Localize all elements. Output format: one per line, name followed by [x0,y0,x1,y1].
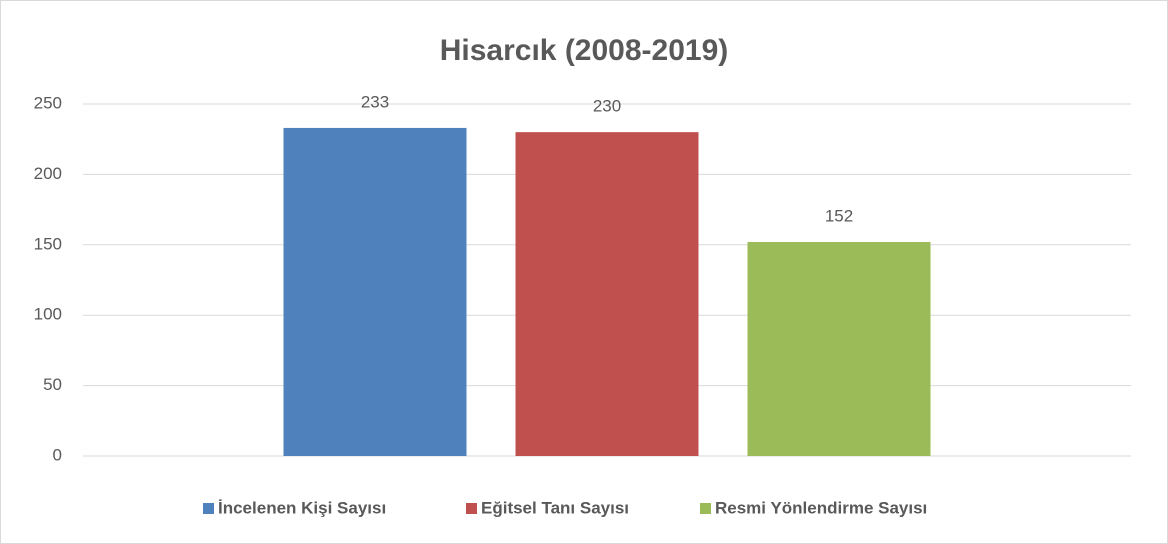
y-tick-label: 50 [43,375,62,394]
bar [747,241,931,456]
value-label: 230 [593,97,621,116]
legend-swatch [466,503,477,514]
y-tick-label: 200 [34,164,62,183]
legend-label: İncelenen Kişi Sayısı [218,498,386,517]
legend-label: Resmi Yönlendirme Sayısı [715,498,927,517]
legend-label: Eğitsel Tanı Sayısı [481,498,629,517]
y-tick-label: 250 [34,93,62,112]
y-tick-label: 150 [34,234,62,253]
bar [515,132,699,456]
legend-swatch [700,503,711,514]
y-tick-label: 100 [34,305,62,324]
y-tick-label: 0 [53,445,62,464]
chart-title: Hisarcık (2008-2019) [440,34,729,67]
legend-swatch [203,503,214,514]
value-label: 233 [361,92,389,111]
value-label: 152 [825,206,853,225]
bar [283,127,467,456]
